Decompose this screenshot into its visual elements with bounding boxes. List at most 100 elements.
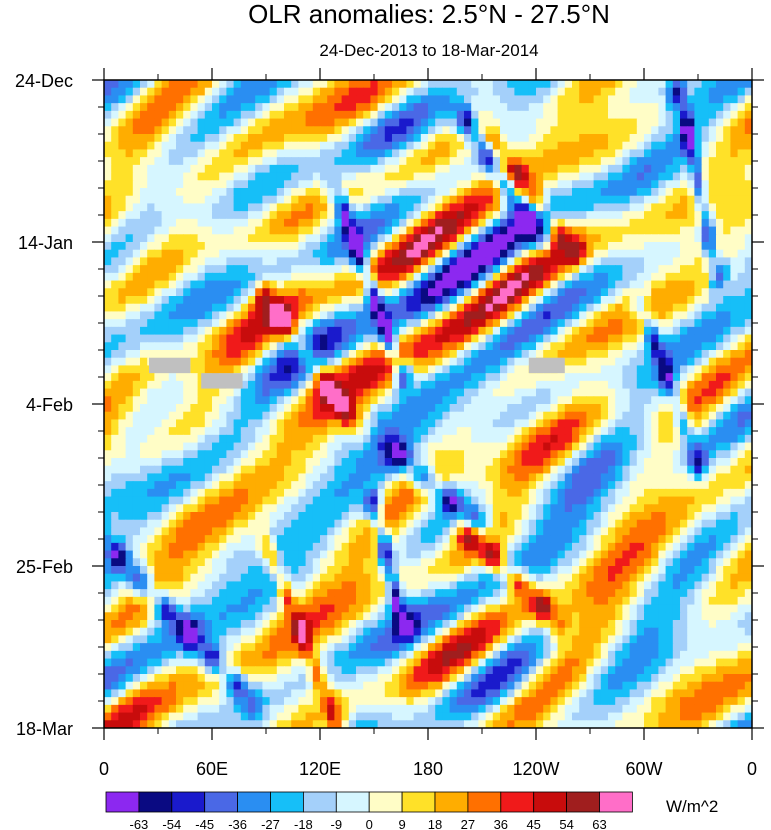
heatmap-cell (579, 334, 587, 343)
heatmap-cell (550, 326, 559, 336)
heatmap-cell (348, 288, 357, 297)
heatmap-cell (392, 126, 400, 135)
heatmap-cell (629, 434, 638, 444)
heatmap-cell (636, 180, 645, 189)
heatmap-cell (204, 488, 213, 498)
heatmap-cell (320, 211, 328, 220)
heatmap-cell (341, 195, 350, 205)
heatmap-cell (104, 380, 112, 390)
heatmap-cell (716, 373, 724, 382)
heatmap-cell (212, 465, 220, 475)
heatmap-cell (658, 226, 667, 235)
heatmap-cell (680, 257, 688, 266)
heatmap-cell (125, 373, 134, 382)
heatmap-cell (183, 473, 191, 482)
heatmap-cell (132, 450, 141, 459)
heatmap-cell (190, 334, 199, 343)
heatmap-cell (564, 288, 573, 297)
heatmap-cell (327, 396, 335, 405)
heatmap-cell (716, 326, 724, 336)
heatmap-cell (154, 242, 163, 251)
heatmap-cell (168, 118, 177, 127)
heatmap-cell (327, 87, 335, 97)
heatmap-cell (255, 257, 263, 266)
heatmap-cell (233, 411, 242, 421)
heatmap-cell (132, 488, 141, 498)
heatmap-cell (543, 434, 551, 444)
heatmap-cell (521, 380, 530, 390)
heatmap-cell (615, 450, 623, 459)
heatmap-cell (744, 373, 752, 382)
heatmap-cell (298, 288, 307, 297)
heatmap-cell (471, 134, 479, 143)
heatmap-cell (485, 226, 494, 235)
heatmap-cell (341, 350, 350, 359)
heatmap-cell (471, 342, 479, 351)
heatmap-cell (176, 203, 184, 212)
heatmap-cell (334, 465, 343, 475)
heatmap-cell (428, 103, 436, 112)
heatmap-cell (132, 95, 141, 104)
heatmap-cell (399, 311, 407, 320)
heatmap-cell (406, 157, 415, 166)
heatmap-cell (284, 118, 292, 127)
heatmap-cell (197, 242, 206, 251)
heatmap-cell (111, 296, 119, 305)
heatmap-cell (183, 242, 191, 251)
heatmap-cell (622, 164, 631, 174)
heatmap-cell (500, 326, 508, 336)
heatmap-cell (622, 180, 631, 189)
heatmap-cell (464, 488, 472, 498)
heatmap-cell (579, 380, 587, 390)
heatmap-cell (276, 103, 285, 112)
heatmap-cell (219, 365, 227, 374)
heatmap-cell (665, 357, 674, 367)
heatmap-cell (456, 388, 465, 397)
heatmap-cell (384, 504, 393, 513)
heatmap-cell (680, 87, 688, 97)
heatmap-cell (536, 326, 544, 336)
heatmap-cell (392, 388, 400, 397)
heatmap-cell (262, 342, 271, 351)
heatmap-cell (622, 126, 631, 135)
heatmap-cell (500, 350, 508, 359)
heatmap-cell (363, 350, 371, 359)
heatmap-cell (708, 249, 717, 259)
heatmap-cell (536, 172, 544, 181)
heatmap-cell (579, 481, 587, 490)
heatmap-cell (622, 350, 631, 359)
heatmap-cell (485, 496, 494, 505)
heatmap-cell (579, 442, 587, 451)
heatmap-cell (305, 450, 314, 459)
heatmap-cell (176, 141, 184, 151)
heatmap-cell (543, 311, 551, 320)
heatmap-cell (456, 226, 465, 235)
heatmap-cell (543, 373, 551, 382)
heatmap-cell (255, 442, 263, 451)
heatmap-cell (298, 126, 307, 135)
heatmap-cell (305, 218, 314, 228)
heatmap-cell (248, 218, 256, 228)
heatmap-cell (392, 427, 400, 436)
heatmap-cell (471, 450, 479, 459)
heatmap-cell (183, 404, 191, 413)
heatmap-cell (406, 396, 415, 405)
heatmap-cell (651, 350, 659, 359)
heatmap-cell (471, 149, 479, 158)
heatmap-cell (471, 442, 479, 451)
heatmap-cell (485, 218, 494, 228)
heatmap-cell (579, 311, 587, 320)
heatmap-cell (672, 334, 681, 343)
heatmap-cell (183, 458, 191, 467)
heatmap-cell (651, 342, 659, 351)
heatmap-cell (370, 504, 379, 513)
heatmap-cell (406, 442, 415, 451)
heatmap-cell (147, 280, 155, 289)
heatmap-cell (233, 450, 242, 459)
heatmap-cell (572, 411, 580, 421)
heatmap-cell (744, 473, 752, 482)
heatmap-cell (392, 450, 400, 459)
heatmap-cell (730, 357, 739, 367)
heatmap-cell (298, 134, 307, 143)
heatmap-cell (492, 242, 501, 251)
